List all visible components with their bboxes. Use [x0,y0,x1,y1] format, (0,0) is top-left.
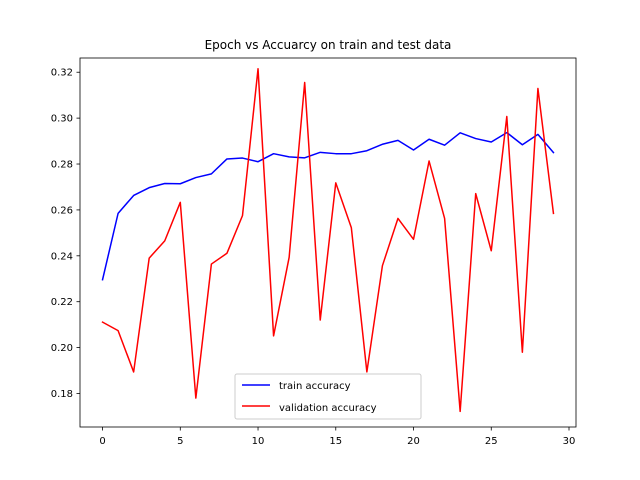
y-tick-label: 0.30 [51,114,73,125]
x-tick-label: 20 [407,436,420,447]
legend-box [234,373,422,420]
plot-area [79,57,577,428]
x-tick-label: 30 [563,436,576,447]
axes-frame [79,57,577,428]
series-lines [101,68,555,413]
y-tick-label: 0.32 [51,68,73,79]
legend-label-validation: validation accuracy [279,403,377,414]
x-tick-label: 10 [252,436,265,447]
x-tick-label: 0 [99,436,105,447]
x-tick-label: 5 [177,436,183,447]
y-axis: 0.18 0.20 0.22 0.24 0.26 0.28 0.30 0.32 [51,68,80,400]
legend-label-train: train accuracy [279,381,351,392]
train-accuracy-line [101,131,555,281]
validation-accuracy-line [101,68,555,413]
x-tick-label: 25 [485,436,498,447]
y-tick-label: 0.22 [51,297,73,308]
y-tick-label: 0.28 [51,160,73,171]
y-tick-label: 0.24 [51,251,73,262]
y-tick-label: 0.18 [51,389,73,400]
y-tick-label: 0.20 [51,343,73,354]
legend: train accuracy validation accuracy [234,373,422,420]
chart-title: Epoch vs Accuarcy on train and test data [205,38,452,52]
y-tick-label: 0.26 [51,205,73,216]
x-tick-label: 15 [329,436,342,447]
x-axis: 0 5 10 15 20 25 30 [99,427,575,447]
